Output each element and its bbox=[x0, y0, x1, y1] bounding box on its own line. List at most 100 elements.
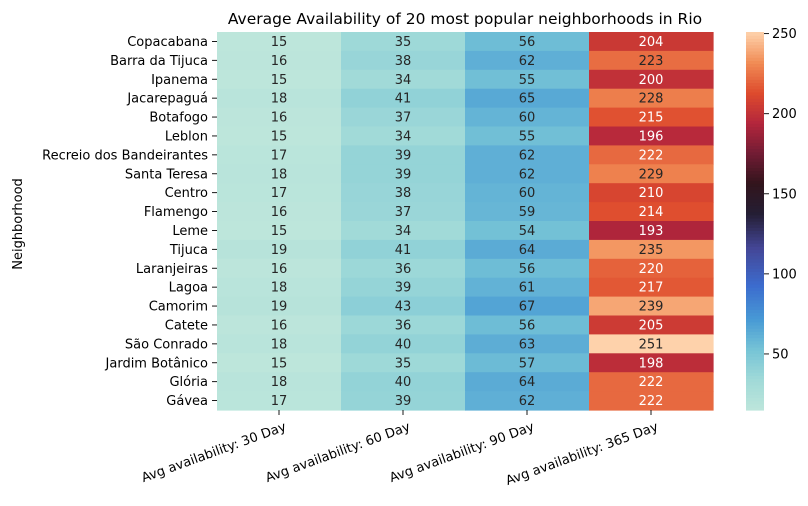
colorbar-segment bbox=[746, 321, 764, 326]
cell-value-label: 215 bbox=[639, 111, 664, 126]
cell-value-label: 204 bbox=[639, 35, 664, 50]
colorbar-segment bbox=[746, 173, 764, 178]
colorbar-segment bbox=[746, 391, 764, 395]
y-tick-label: Laranjeiras bbox=[136, 262, 208, 277]
cell-value-label: 196 bbox=[639, 129, 664, 144]
colorbar-segment bbox=[746, 148, 764, 153]
colorbar-segment bbox=[746, 299, 764, 304]
colorbar-segment bbox=[746, 110, 764, 115]
colorbar-segment bbox=[746, 233, 764, 238]
heatmap-cell bbox=[589, 88, 714, 109]
y-tick-label: Recreio dos Bandeirantes bbox=[42, 148, 208, 163]
colorbar-segment bbox=[746, 117, 764, 121]
colorbar-segment bbox=[746, 296, 764, 301]
cell-value-label: 16 bbox=[271, 262, 288, 277]
y-tick-label: Jacarepaguá bbox=[126, 92, 208, 107]
heatmap-cell bbox=[341, 126, 466, 146]
cell-value-label: 19 bbox=[271, 243, 288, 258]
cell-value-label: 39 bbox=[395, 394, 412, 409]
colorbar-segment bbox=[746, 277, 764, 282]
colorbar-segment bbox=[746, 343, 764, 348]
heatmap-cell bbox=[465, 202, 590, 222]
y-tick-label: Lagoa bbox=[169, 281, 208, 296]
colorbar-segment bbox=[746, 195, 764, 200]
colorbar-segment bbox=[746, 176, 764, 181]
colorbar-segment bbox=[746, 356, 764, 361]
heatmap-cell bbox=[465, 32, 590, 52]
colorbar-segment bbox=[746, 261, 764, 266]
cell-value-label: 235 bbox=[639, 243, 664, 258]
cell-value-label: 41 bbox=[395, 92, 412, 107]
heatmap-cell bbox=[589, 164, 714, 184]
cell-value-label: 65 bbox=[519, 92, 536, 107]
heatmap-cell bbox=[465, 221, 590, 241]
colorbar-segment bbox=[746, 255, 764, 260]
colorbar-segment bbox=[746, 284, 764, 288]
colorbar-segment bbox=[746, 328, 764, 332]
cell-value-label: 217 bbox=[639, 281, 664, 296]
y-tick-label: Glória bbox=[169, 375, 208, 390]
cell-value-label: 17 bbox=[271, 186, 288, 201]
cell-value-label: 205 bbox=[639, 318, 664, 333]
colorbar-segment bbox=[746, 381, 764, 386]
colorbar-segment bbox=[746, 63, 764, 68]
heatmap-cell bbox=[217, 88, 342, 109]
cell-value-label: 35 bbox=[395, 35, 412, 50]
colorbar-segment bbox=[746, 104, 764, 109]
cell-value-label: 34 bbox=[395, 224, 412, 239]
heatmap-cell bbox=[217, 334, 342, 354]
colorbar-segment bbox=[746, 107, 764, 112]
cell-value-label: 56 bbox=[519, 262, 536, 277]
heatmap-cell bbox=[589, 221, 714, 241]
colorbar-segment bbox=[746, 211, 764, 216]
colorbar-tick-label: 50 bbox=[772, 347, 789, 362]
colorbar-segment bbox=[746, 309, 764, 313]
cell-value-label: 222 bbox=[639, 375, 664, 390]
colorbar-segment bbox=[746, 135, 764, 140]
colorbar-segment bbox=[746, 202, 764, 206]
cell-value-label: 36 bbox=[395, 318, 412, 333]
colorbar-segment bbox=[746, 227, 764, 232]
heatmap-cell bbox=[217, 277, 342, 298]
colorbar-segment bbox=[746, 384, 764, 389]
heatmap-cell bbox=[217, 164, 342, 184]
cell-value-label: 16 bbox=[271, 205, 288, 220]
colorbar-segment bbox=[746, 85, 764, 90]
colorbar-segment bbox=[746, 293, 764, 298]
heatmap-cell bbox=[465, 391, 590, 411]
heatmap-cell bbox=[217, 296, 342, 317]
cell-value-label: 59 bbox=[519, 205, 536, 220]
heatmap-cell bbox=[465, 372, 590, 392]
colorbar-segment bbox=[746, 403, 764, 408]
colorbar-segment bbox=[746, 372, 764, 376]
colorbar-segment bbox=[746, 95, 764, 99]
cell-value-label: 62 bbox=[519, 54, 536, 69]
heatmap-cell bbox=[217, 107, 342, 128]
cell-value-label: 18 bbox=[271, 281, 288, 296]
cell-value-label: 39 bbox=[395, 281, 412, 296]
colorbar-segment bbox=[746, 82, 764, 87]
chart-title: Average Availability of 20 most popular … bbox=[228, 10, 702, 28]
cell-value-label: 15 bbox=[271, 35, 288, 50]
heatmap-cell bbox=[341, 334, 466, 354]
cell-value-label: 228 bbox=[639, 92, 664, 107]
cell-value-label: 210 bbox=[639, 186, 664, 201]
colorbar-tick-label: 250 bbox=[772, 27, 797, 42]
y-axis-label: Neighborhood bbox=[11, 178, 26, 270]
colorbar-segment bbox=[746, 35, 764, 39]
heatmap-cell bbox=[589, 183, 714, 203]
heatmap-cell bbox=[217, 353, 342, 373]
y-tick-label: Catete bbox=[165, 318, 208, 333]
colorbar-segment bbox=[746, 400, 764, 405]
colorbar-segment bbox=[746, 290, 764, 295]
heatmap-cell bbox=[465, 277, 590, 298]
cell-value-label: 36 bbox=[395, 262, 412, 277]
heatmap-cell bbox=[341, 164, 466, 184]
cell-value-label: 43 bbox=[395, 300, 412, 315]
heatmap-cell bbox=[341, 202, 466, 222]
cell-value-label: 19 bbox=[271, 300, 288, 315]
colorbar-segment bbox=[746, 32, 764, 36]
heatmap-cell bbox=[465, 69, 590, 90]
colorbar-segment bbox=[746, 208, 764, 213]
colorbar-segment bbox=[746, 167, 764, 172]
